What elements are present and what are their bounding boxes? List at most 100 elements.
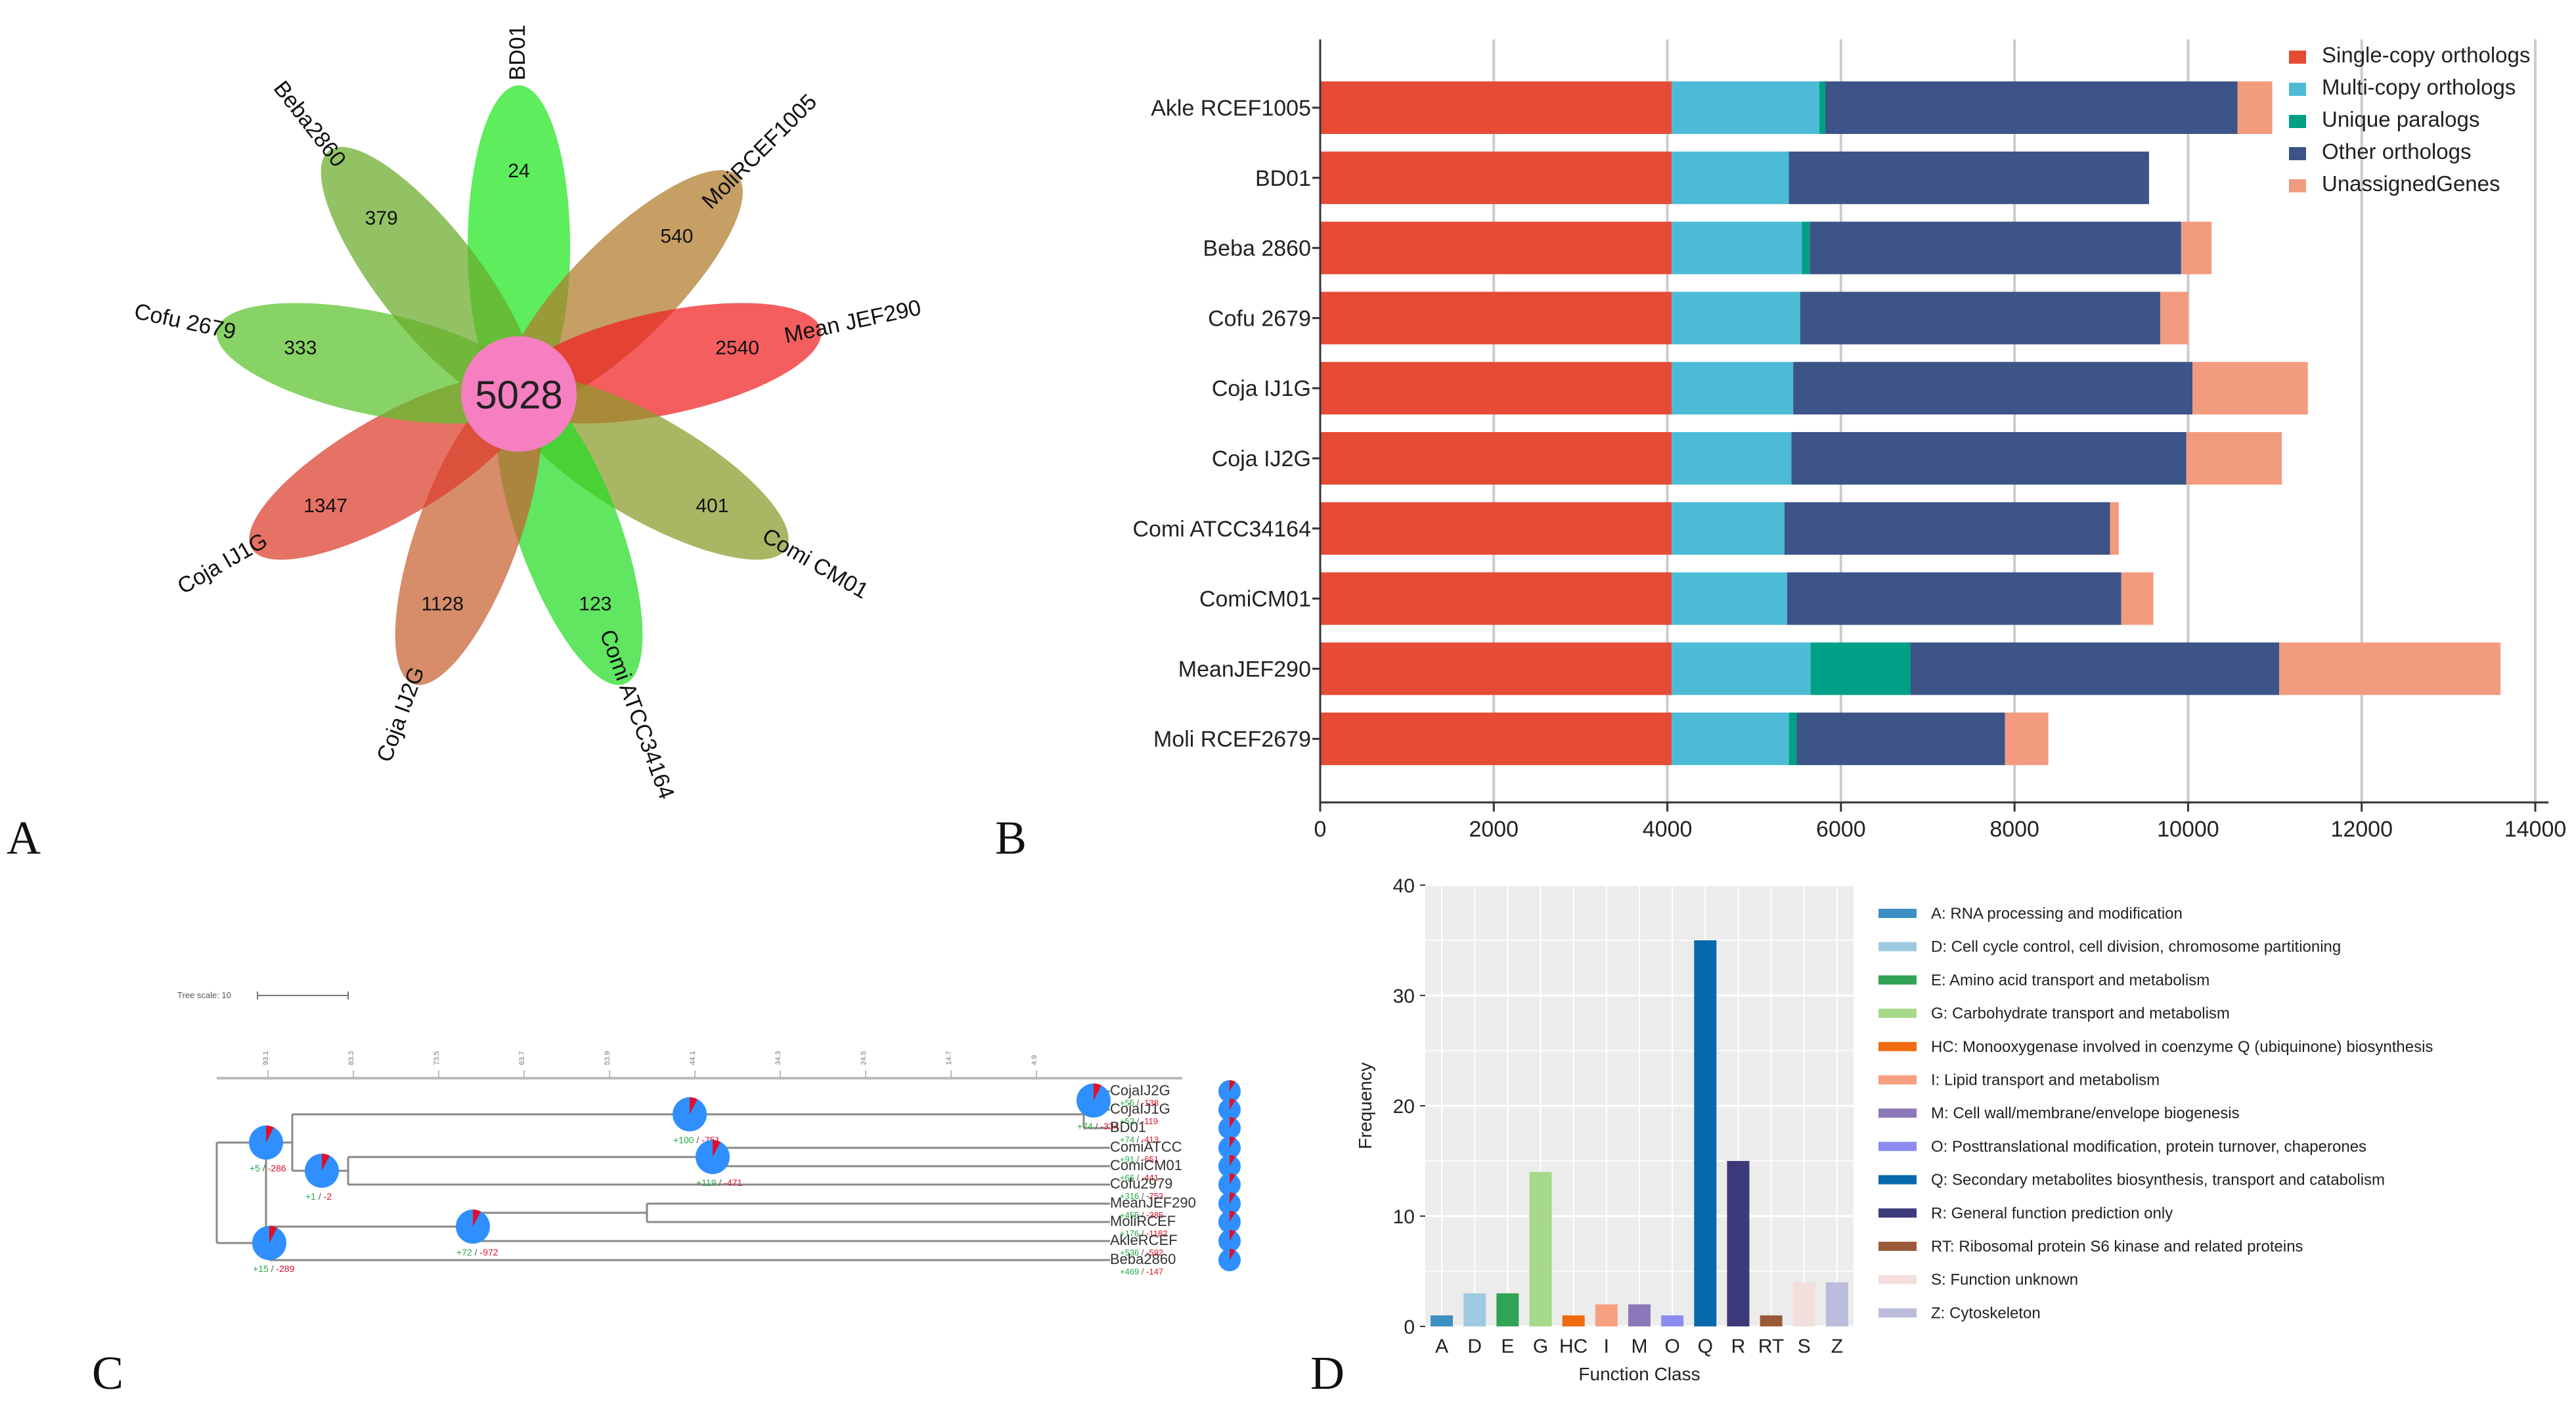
tree-leaf-name-8: AkleRCEF (1110, 1232, 1178, 1248)
panel-label-c: C (92, 1347, 124, 1399)
petal-count-4: 123 (579, 594, 611, 615)
bard-legend-swatch-4 (1878, 1041, 1917, 1051)
barb-category-label: Akle RCEF1005 (1151, 96, 1311, 121)
legend-label-3: Other orthologs (2322, 139, 2471, 164)
bar-3-0 (1320, 292, 1672, 345)
flower-petals (216, 85, 822, 686)
bard-xtick-label: RT (1758, 1336, 1784, 1357)
panel-b-orthogroup-chart: 0 2000 4000 6000 8000 10000 12000 14000 Akle RCE… (998, 0, 2576, 873)
tree-svg: Tree scale: 10 93.1 83.3 73.5 63.7 53.9 44.1 3… (177, 990, 1241, 1277)
petal-label-7: Cofu 2679 (132, 299, 238, 345)
barb-xtick-label: 6000 (1816, 817, 1866, 842)
bard-legend-label-2: E: Amino acid transport and metabolism (1931, 971, 2210, 989)
bard-bar-HC (1562, 1315, 1585, 1326)
petal-count-7: 333 (284, 337, 317, 359)
bar-8-3 (1910, 642, 2280, 695)
barb-category-label: Comi ATCC34164 (1133, 517, 1312, 542)
barb-category-label: Coja IJ2G (1212, 447, 1311, 471)
bard-ytick-label: 20 (1393, 1096, 1415, 1118)
petal-label-2: Mean JEF290 (782, 295, 923, 348)
bard-legend-label-10: RT: Ribosomal protein S6 kinase and rela… (1931, 1238, 2303, 1255)
barb-category-label: Cofu 2679 (1208, 306, 1311, 331)
barb-xtick-label: 0 (1314, 817, 1327, 842)
legend-swatch-3 (2289, 147, 2306, 160)
bar-3-4 (2160, 292, 2188, 345)
tree-leaf-gainloss-4: +66 / -441 (1120, 1173, 1159, 1183)
bard-xtick-label: O (1664, 1336, 1679, 1357)
bard-xtick-label: I (1604, 1336, 1609, 1357)
bar-4-3 (1793, 362, 2193, 415)
bar-5-3 (1791, 432, 2187, 485)
bard-xtick-label: R (1731, 1336, 1746, 1357)
bard-bar-Z (1825, 1282, 1848, 1326)
tree-leaf-gainloss-0: +55 / -138 (1120, 1098, 1159, 1108)
panel-label-a: A (7, 812, 41, 864)
tree-leaf-name-2: BD01 (1110, 1119, 1146, 1135)
petal-count-2: 2540 (715, 337, 759, 359)
tree-time-tick: 63.7 (518, 1051, 526, 1065)
tree-leaf-name-5: Cofu2979 (1110, 1175, 1172, 1192)
legend-label-1: Multi-copy orthologs (2322, 75, 2516, 99)
tree-leaf-name-1: CojaIJ1G (1110, 1101, 1170, 1117)
bard-bars (1431, 940, 1848, 1326)
bar-9-3 (1796, 712, 2005, 766)
bard-legend-label-8: Q: Secondary metabolites biosynthesis, t… (1931, 1171, 2385, 1189)
bar-5-0 (1320, 432, 1672, 485)
bard-legend-label-11: S: Function unknown (1931, 1271, 2078, 1289)
bard-xtick-label: S (1798, 1336, 1811, 1357)
petal-label-0: BD01 (505, 24, 530, 80)
bar-7-4 (2121, 572, 2154, 625)
bar-2-0 (1320, 221, 1672, 274)
bard-legend-label-4: HC: Monooxygenase involved in coenzyme Q… (1931, 1038, 2433, 1056)
tree-node-label-5: +72 / -972 (456, 1247, 499, 1257)
petal-label-8: Beba2860 (269, 76, 351, 172)
bard-legend-swatch-6 (1878, 1108, 1917, 1118)
bar-5-4 (2186, 432, 2282, 485)
tree-leaf-gainloss-2: +74 / -413 (1120, 1135, 1159, 1145)
bard-xlabel: Function Class (1578, 1364, 1700, 1384)
bard-legend: A: RNA processing and modification D: Cel… (1878, 905, 2433, 1322)
orthogroup-bar-chart: 0 2000 4000 6000 8000 10000 12000 14000 Akle RCE… (1133, 39, 2567, 842)
petal-label-3: Comi CM01 (758, 523, 872, 604)
bard-bar-D (1463, 1293, 1486, 1326)
barb-category-label: ComiCM01 (1199, 587, 1311, 612)
barb-xtick-label: 14000 (2504, 817, 2567, 842)
bar-1-1 (1672, 151, 1789, 204)
bar-4-4 (2192, 362, 2308, 415)
bard-xtick-label: HC (1559, 1336, 1588, 1357)
bar-9-4 (2005, 712, 2049, 766)
bar-2-2 (1802, 221, 1810, 274)
tree-nodes: +74 / -334+100 / -751+119 / -471+5 / -28… (249, 1083, 1119, 1274)
tree-time-tick: 14.7 (945, 1051, 953, 1065)
tree-leaf-name-0: CojaIJ2G (1110, 1082, 1170, 1099)
barb-xtick-label: 8000 (1989, 817, 2039, 842)
bard-xtick-label: E (1501, 1336, 1514, 1357)
bard-legend-swatch-8 (1878, 1175, 1917, 1185)
bard-ylabel: Frequency (1355, 1062, 1375, 1149)
bard-legend-label-12: Z: Cytoskeleton (1931, 1304, 2041, 1322)
barb-xtick-label: 4000 (1643, 817, 1693, 842)
bard-ytick-label: 30 (1393, 986, 1415, 1007)
petal-count-0: 24 (508, 160, 529, 182)
barb-bars (1320, 81, 2501, 766)
tree-leaf-name-4: ComiCM01 (1110, 1157, 1182, 1173)
tree-leaf-name-9: Beba2860 (1110, 1251, 1176, 1267)
panel-c-gene-family-tree: Tree scale: 10 93.1 83.3 73.5 63.7 53.9 44.1 3… (0, 873, 1287, 1416)
petal-8 (321, 146, 535, 408)
bard-legend-swatch-3 (1878, 1009, 1917, 1018)
bard-legend-swatch-2 (1878, 975, 1917, 985)
petal-count-3: 401 (696, 495, 728, 517)
panel-label-d: D (1310, 1347, 1344, 1399)
legend-label-0: Single-copy orthologs (2322, 43, 2530, 67)
flower-center-value: 5028 (475, 373, 562, 417)
tree-branches (215, 1090, 1110, 1261)
tree-leaf-name-3: ComiATCC (1110, 1139, 1182, 1155)
legend-swatch-0 (2289, 51, 2306, 64)
bard-legend-swatch-12 (1878, 1308, 1917, 1318)
barb-category-label: Beba 2860 (1203, 236, 1312, 261)
bard-legend-label-5: I: Lipid transport and metabolism (1931, 1072, 2160, 1089)
panel-d-function-class-chart: 0 10 20 30 40 A D E G HC I M O Q R RT S Z Function Class Fr… (1287, 873, 2576, 1416)
tree-node-label-6: +15 / -289 (253, 1263, 295, 1274)
